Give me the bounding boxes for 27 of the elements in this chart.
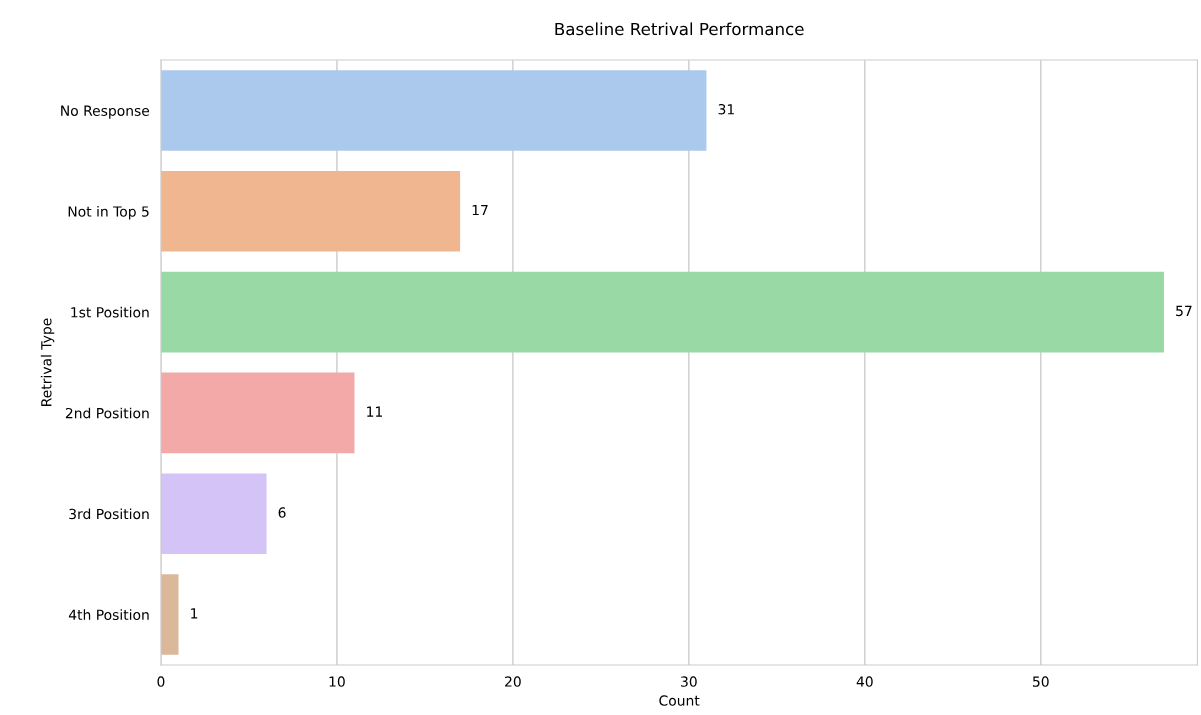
bar (160, 170, 461, 252)
bar (160, 271, 1164, 353)
y-tick-label: 1st Position (71, 306, 149, 318)
bar (160, 473, 267, 555)
bar (160, 372, 355, 454)
x-tick-label: 10 (329, 676, 345, 687)
x-tick-label: 30 (681, 676, 697, 687)
x-tick-label: 0 (157, 676, 165, 687)
data-label: 6 (278, 507, 286, 518)
chart-title: Baseline Retrival Performance (555, 22, 804, 36)
y-tick-label: 2nd Position (65, 407, 149, 419)
bar (160, 70, 707, 151)
y-tick-label: Not in Top 5 (68, 206, 149, 220)
x-tick-label: 50 (1033, 676, 1049, 687)
y-axis-title: Retrival Type (40, 318, 55, 406)
data-label: 57 (1176, 305, 1192, 317)
y-tick-label: 3rd Position (69, 508, 149, 520)
data-label: 1 (191, 608, 198, 619)
y-tick-label: 4th Position (68, 609, 149, 621)
data-label: 11 (367, 406, 382, 417)
x-axis-title: Count (659, 695, 700, 706)
x-tick-label: 20 (505, 676, 521, 687)
bar (160, 574, 179, 655)
data-label: 17 (472, 204, 488, 216)
y-tick-label: No Response (61, 105, 150, 119)
data-label: 31 (718, 103, 734, 115)
x-tick-label: 40 (856, 676, 873, 687)
